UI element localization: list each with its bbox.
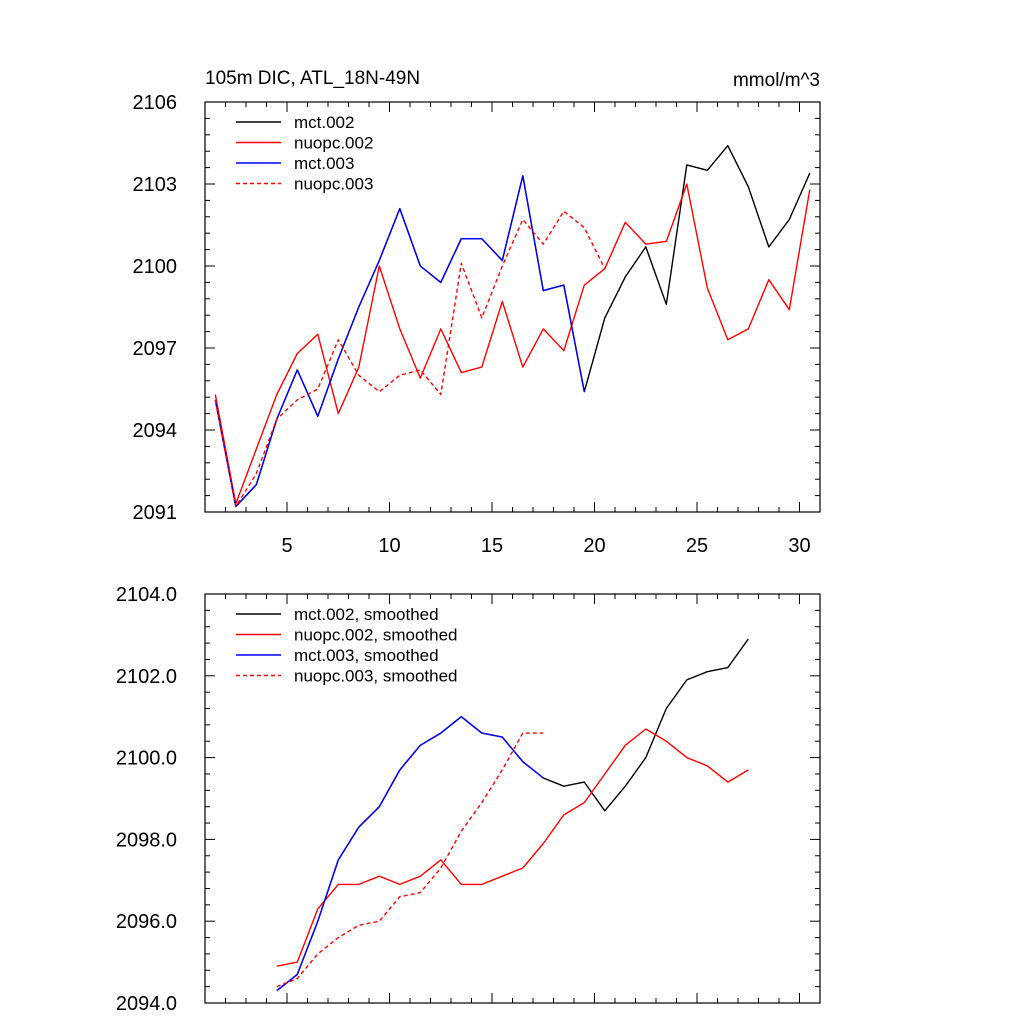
- series-line-mct-003-smoothed: [276, 716, 544, 992]
- y-tick-label: 2094.0: [116, 993, 177, 1015]
- legend-label: nuopc.003, smoothed: [294, 667, 458, 686]
- y-tick-label: 2096.0: [116, 911, 177, 933]
- legend-label: nuopc.002, smoothed: [294, 626, 458, 645]
- y-tick-label: 2098.0: [116, 829, 177, 851]
- y-tick-label: 2106: [133, 92, 178, 114]
- series-line-nuopc-002: [214, 183, 811, 505]
- series-line-mct-002: [214, 144, 811, 508]
- series-line-mct-003: [214, 175, 585, 508]
- y-tick-label: 2100.0: [116, 748, 177, 770]
- legend-label: nuopc.002: [294, 134, 373, 153]
- x-tick-label: 30: [788, 535, 810, 557]
- legend-label: nuopc.003: [294, 175, 373, 194]
- x-tick-label: 20: [583, 535, 605, 557]
- legend-label: mct.002: [294, 113, 354, 132]
- y-tick-label: 2104.0: [116, 584, 177, 606]
- series-line-nuopc-003-smoothed: [276, 732, 544, 988]
- bottom-panel: 2094.0 2096.0 2098.0 2100.0 2102.0 2104.0 mct.…: [116, 584, 821, 1015]
- series-line-mct-002-smoothed: [276, 638, 749, 992]
- legend-label: mct.003: [294, 154, 354, 173]
- y-tick-label: 2103: [133, 174, 178, 196]
- legend-label: mct.003, smoothed: [294, 646, 439, 665]
- top-panel: 5 10 15 20 25 30 2091 2094 2097 2100 2103 2106 105m …: [133, 68, 821, 557]
- x-tick-label: 15: [481, 535, 503, 557]
- series-line-nuopc-002-smoothed: [276, 728, 749, 967]
- x-tick-label: 10: [378, 535, 400, 557]
- units-label: mmol/m^3: [733, 70, 820, 91]
- y-tick-label: 2102.0: [116, 666, 177, 688]
- y-tick-label: 2091: [133, 502, 178, 524]
- x-tick-label: 5: [281, 535, 292, 557]
- chart-title: 105m DIC, ATL_18N-49N: [205, 68, 420, 89]
- y-tick-label: 2100: [133, 256, 178, 278]
- y-tick-label: 2097: [133, 338, 178, 360]
- series-line-nuopc-003: [214, 210, 606, 508]
- x-tick-label: 25: [686, 535, 708, 557]
- y-tick-label: 2094: [133, 420, 178, 442]
- legend-label: mct.002, smoothed: [294, 605, 439, 624]
